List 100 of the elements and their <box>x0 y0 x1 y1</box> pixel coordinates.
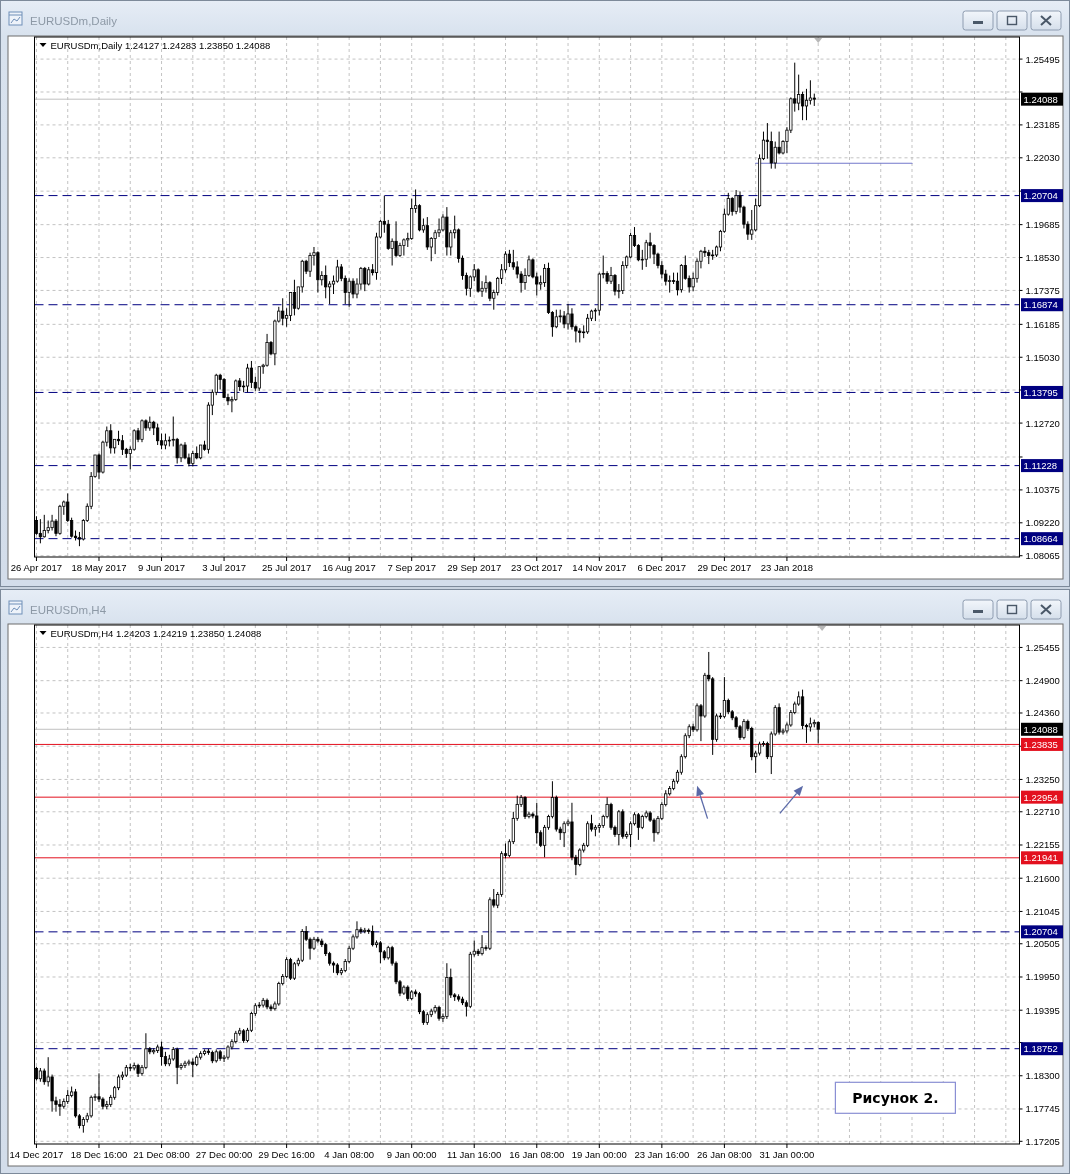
ref-line-label: 1.08664 <box>1023 533 1058 545</box>
x-tick-label: 23 Jan 16:00 <box>634 1148 690 1160</box>
candlestick <box>58 1098 62 1117</box>
y-tick-label: 1.19395 <box>1025 1004 1060 1016</box>
y-tick-label: 1.24360 <box>1025 707 1060 719</box>
x-tick-label: 7 Sep 2017 <box>387 561 436 573</box>
y-tick-label: 1.18300 <box>1025 1070 1060 1082</box>
ref-line-label: 1.21941 <box>1023 852 1058 864</box>
candlestick <box>734 189 738 215</box>
y-tick-label: 1.24900 <box>1025 675 1060 687</box>
candlestick <box>480 934 484 956</box>
x-tick-label: 18 May 2017 <box>71 561 127 573</box>
x-tick-label: 3 Jul 2017 <box>202 561 246 573</box>
x-tick-label: 23 Jan 2018 <box>760 561 814 573</box>
x-tick-label: 4 Jan 08:00 <box>324 1148 374 1160</box>
candlestick <box>773 141 777 170</box>
ref-line-label: 1.23835 <box>1023 738 1058 750</box>
candlestick <box>511 249 515 271</box>
x-tick-label: 29 Dec 16:00 <box>258 1148 315 1160</box>
candlestick <box>586 313 590 335</box>
candlestick <box>183 1060 187 1069</box>
candlestick <box>808 79 812 106</box>
ref-line-label: 1.18752 <box>1023 1043 1058 1055</box>
candlestick <box>535 802 539 844</box>
ref-line-label: 1.24088 <box>1023 93 1058 105</box>
x-tick-label: 16 Jan 08:00 <box>509 1148 565 1160</box>
candlestick <box>742 718 746 740</box>
candlestick <box>804 88 809 121</box>
candlestick <box>42 514 46 539</box>
x-tick-label: 9 Jun 2017 <box>138 561 186 573</box>
candlestick <box>175 1047 179 1085</box>
x-tick-label: 29 Dec 2017 <box>697 561 752 573</box>
ref-line-label: 1.22954 <box>1023 791 1058 803</box>
y-tick-label: 1.19950 <box>1025 971 1060 983</box>
y-tick-label: 1.22710 <box>1025 806 1060 818</box>
candlestick <box>140 418 144 443</box>
x-tick-label: 19 Jan 00:00 <box>571 1148 627 1160</box>
candlestick <box>281 297 285 326</box>
candlestick <box>800 91 805 121</box>
ref-line-label: 1.11228 <box>1023 460 1058 472</box>
candlestick <box>257 366 261 392</box>
x-tick-label: 21 Dec 08:00 <box>133 1148 190 1160</box>
x-tick-label: 16 Aug 2017 <box>322 561 376 573</box>
candlestick <box>816 720 820 745</box>
y-tick-label: 1.15030 <box>1025 351 1060 363</box>
candlestick <box>765 122 769 160</box>
y-tick-label: 1.10375 <box>1025 484 1060 496</box>
y-tick-label: 1.21600 <box>1025 872 1060 884</box>
y-tick-label: 1.25495 <box>1025 53 1060 65</box>
ref-line-label: 1.20704 <box>1023 190 1058 202</box>
ref-line-label: 1.24088 <box>1023 723 1058 735</box>
x-tick-label: 18 Dec 16:00 <box>70 1148 128 1160</box>
y-tick-label: 1.21045 <box>1025 905 1060 917</box>
x-tick-label: 31 Jan 00:00 <box>759 1148 815 1160</box>
y-tick-label: 1.22030 <box>1025 152 1060 164</box>
y-tick-label: 1.17745 <box>1025 1103 1060 1115</box>
ref-line-label: 1.20704 <box>1023 926 1058 938</box>
y-tick-label: 1.08065 <box>1025 550 1060 562</box>
x-tick-label: 25 Jul 2017 <box>262 561 312 573</box>
candlestick <box>38 518 42 544</box>
y-tick-label: 1.16185 <box>1025 318 1060 330</box>
chart-subtitle: EURUSDm,Daily 1.24127 1.24283 1.23850 1.24088 <box>50 39 271 51</box>
x-tick-label: 23 Oct 2017 <box>510 561 563 573</box>
candlestick <box>347 277 351 308</box>
candlestick <box>668 274 672 294</box>
candlestick <box>156 423 160 446</box>
y-tick-label: 1.20505 <box>1025 938 1060 950</box>
y-tick-label: 1.09220 <box>1025 517 1060 529</box>
x-tick-label: 27 Dec 00:00 <box>195 1148 253 1160</box>
candlestick <box>476 267 480 294</box>
y-tick-label: 1.17375 <box>1025 284 1060 296</box>
chart-title: EURUSDm,H4 <box>30 604 107 616</box>
candlestick <box>191 1057 195 1078</box>
x-tick-label: 14 Nov 2017 <box>572 561 627 573</box>
candlestick <box>617 809 621 846</box>
candlestick <box>50 514 54 531</box>
y-tick-label: 1.22155 <box>1025 839 1060 851</box>
x-tick-label: 14 Dec 2017 <box>9 1148 64 1160</box>
candlestick <box>89 1095 93 1119</box>
x-tick-label: 29 Sep 2017 <box>447 561 502 573</box>
candlestick <box>566 303 570 331</box>
y-tick-label: 1.19685 <box>1025 219 1060 231</box>
y-tick-label: 1.25455 <box>1025 641 1060 653</box>
y-tick-label: 1.18530 <box>1025 252 1060 264</box>
y-tick-label: 1.12720 <box>1025 417 1060 429</box>
candlestick <box>187 1059 191 1067</box>
candlestick <box>523 795 527 820</box>
x-tick-label: 26 Jan 08:00 <box>696 1148 752 1160</box>
candlestick <box>586 820 590 848</box>
y-tick-label: 1.17205 <box>1025 1135 1060 1147</box>
annotation: Рисунок 2. <box>852 1089 939 1106</box>
candlestick <box>335 259 339 284</box>
y-tick-label: 1.23185 <box>1025 119 1060 131</box>
ref-line-label: 1.16874 <box>1023 299 1058 311</box>
candlestick <box>120 434 125 456</box>
x-tick-label: 9 Jan 00:00 <box>386 1148 437 1160</box>
candlestick <box>554 309 558 329</box>
x-tick-label: 11 Jan 16:00 <box>447 1148 502 1160</box>
candlestick <box>730 196 734 217</box>
candlestick <box>363 266 367 292</box>
